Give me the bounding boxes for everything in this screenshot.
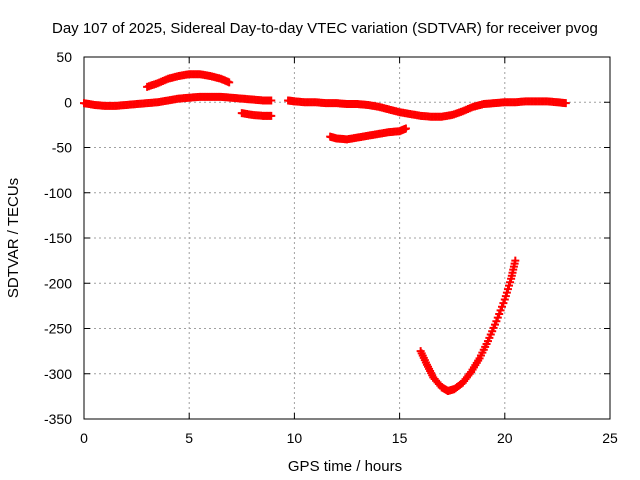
- x-tick-label: 20: [497, 430, 513, 446]
- series-arc-1: [80, 92, 276, 110]
- chart-title: Day 107 of 2025, Sidereal Day-to-day VTE…: [52, 20, 598, 37]
- y-tick-label: -100: [44, 185, 72, 201]
- series-arc-6: [416, 256, 520, 395]
- x-tick-label: 5: [185, 430, 193, 446]
- x-tick-label: 10: [287, 430, 303, 446]
- axis-ticks: 0 5 10 15 20 25 50 0 -50 -100 -150 -200 -250 -300 -350: [44, 49, 618, 446]
- series-arc-4: [284, 96, 570, 121]
- data-point: [401, 124, 410, 133]
- data-point: [561, 99, 570, 108]
- y-tick-label: -300: [44, 366, 72, 382]
- x-tick-label: 0: [80, 430, 88, 446]
- data-point: [267, 96, 276, 105]
- y-tick-label: -150: [44, 230, 72, 246]
- y-tick-label: -350: [44, 411, 72, 427]
- grid: [84, 57, 610, 419]
- data-point: [511, 256, 520, 265]
- data-series: [80, 70, 570, 395]
- y-axis-label: SDTVAR / TECUs: [5, 178, 22, 298]
- series-arc-5: [326, 124, 410, 144]
- plot-frame: [83, 56, 611, 420]
- y-tick-label: -200: [44, 275, 72, 291]
- data-point: [225, 78, 234, 87]
- x-tick-label: 25: [602, 430, 618, 446]
- x-axis-label: GPS time / hours: [288, 458, 402, 475]
- x-tick-label: 15: [392, 430, 408, 446]
- data-point: [267, 111, 276, 120]
- y-tick-label: 0: [64, 94, 72, 110]
- y-tick-label: -50: [52, 140, 72, 156]
- series-arc-2: [143, 70, 234, 91]
- y-tick-label: -250: [44, 321, 72, 337]
- y-tick-label: 50: [56, 49, 72, 65]
- series-arc-3: [237, 109, 276, 120]
